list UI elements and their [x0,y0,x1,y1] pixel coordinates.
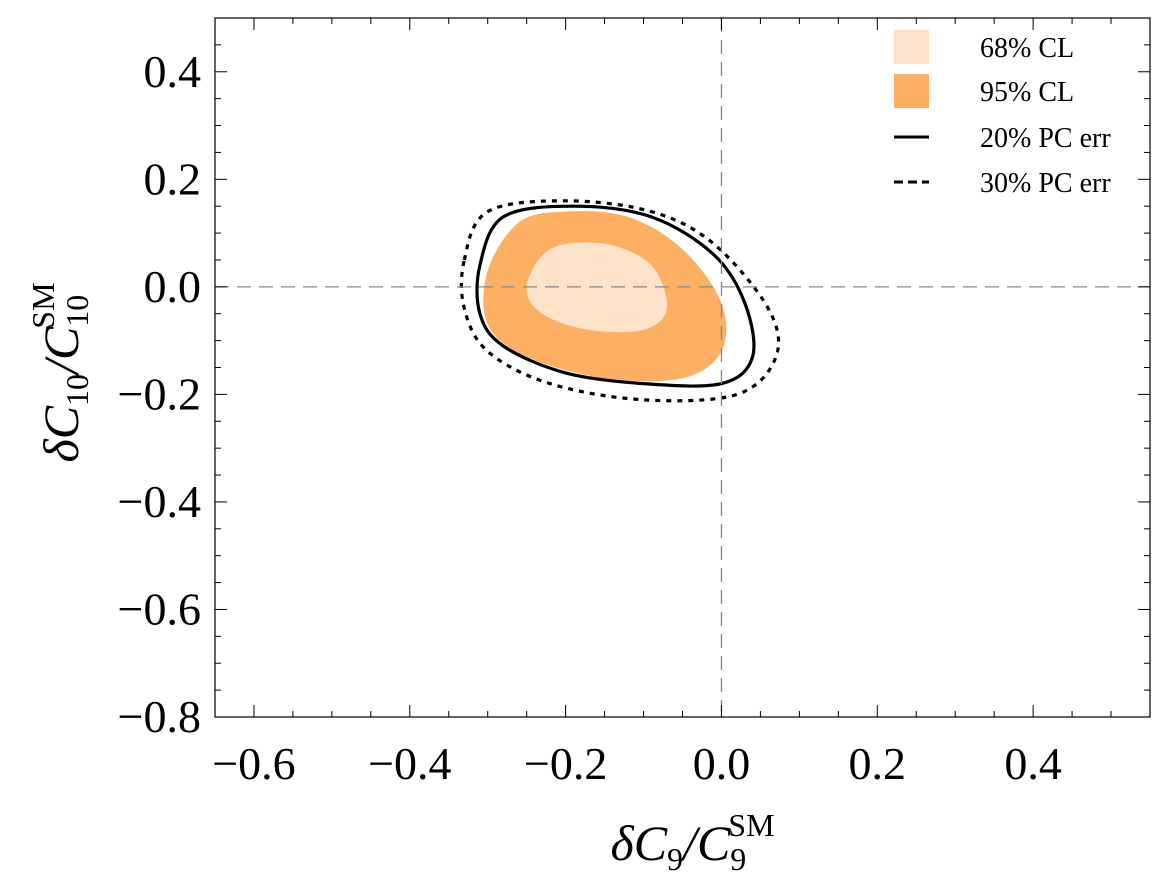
legend-label: 68% CL [980,33,1074,64]
x-axis-title-sub1: 9 [667,841,683,877]
y-tick-label: −0.2 [118,368,201,419]
y-tick-label: 0.0 [144,261,202,312]
y-tick-label: 0.2 [144,153,202,204]
legend-label: 30% PC err [980,168,1111,199]
x-tick-label: −0.2 [524,738,607,789]
x-axis-title-prefix: δC [610,815,667,871]
reference-lines [215,18,1150,717]
x-tick-label: −0.6 [212,738,295,789]
y-axis-title-sub2: 10 [59,295,95,327]
legend-swatch [894,74,929,108]
x-axis-title: δC9/C9SM [610,807,774,877]
legend-label: 95% CL [980,77,1074,108]
legend-label: 20% PC err [980,123,1111,154]
y-tick-label: −0.8 [118,691,201,742]
x-axis-title-sub2: 9 [730,841,746,877]
series-30-pc-err [459,199,781,403]
axis-ticks [214,17,1151,718]
legend-item: 95% CL [894,74,1074,108]
legend-item: 20% PC err [894,123,1111,154]
x-tick-label: 0.2 [849,738,907,789]
x-tick-label: −0.4 [368,738,451,789]
contour-regions [459,199,781,403]
tick-labels: −0.6 −0.4 −0.2 0.0 0.2 0.4−0.8−0.6−0.4−0.20.0… [118,46,1062,789]
legend-item: 30% PC err [894,168,1111,199]
y-axis-title-mid: /C [33,326,89,377]
y-axis-title: δC10/C10SM [25,282,95,462]
y-axis-title-sub1: 10 [59,374,95,406]
y-axis-title-sup: SM [25,282,61,328]
y-tick-label: −0.6 [118,583,201,634]
legend-swatch [894,30,929,64]
x-tick-label: 0.4 [1004,738,1062,789]
y-tick-label: 0.4 [144,46,202,97]
y-axis-title-prefix: δC [33,405,89,462]
x-axis-title-sup: SM [728,807,774,843]
series-20-pc-err [475,204,756,388]
x-axis-title-mid: /C [680,815,731,871]
x-tick-label: 0.0 [693,738,751,789]
y-tick-label: −0.4 [118,476,201,527]
legend-item: 68% CL [894,30,1074,64]
legend: 68% CL 95% CL 20% PC err 30% PC err [894,30,1111,199]
